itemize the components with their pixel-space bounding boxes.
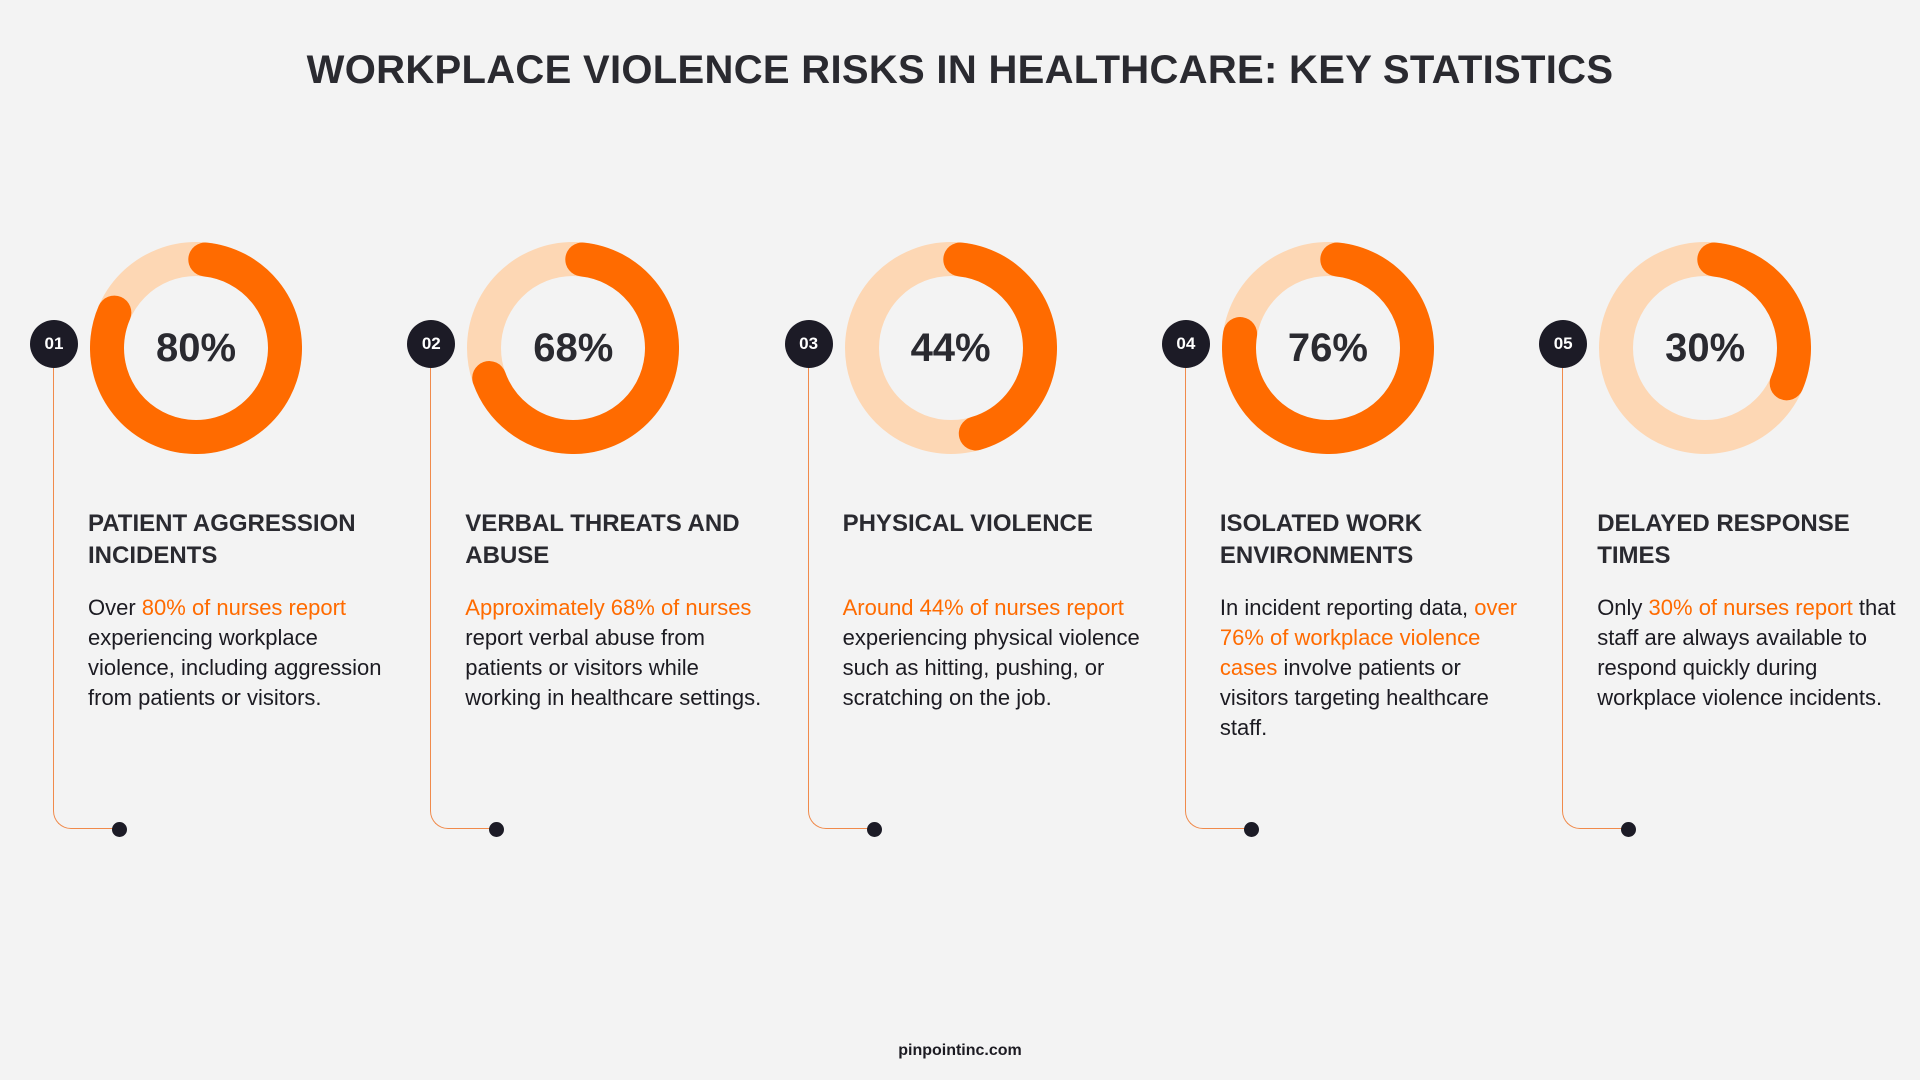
donut-chart (844, 242, 1057, 454)
page-title: WORKPLACE VIOLENCE RISKS IN HEALTHCARE: … (306, 48, 1614, 92)
percent-label: 44% (910, 325, 991, 370)
stat-card: 03 44% PHYSICAL VIOLENCE Around 44% of n… (755, 0, 1140, 1080)
stat-heading: DELAYED RESPONSE TIMES (1597, 510, 1850, 569)
donut-chart (467, 242, 680, 454)
description-text: Over (88, 595, 142, 620)
description-highlight: Around 44% of nurses report (842, 595, 1124, 620)
description-text: In incident reporting data, (1219, 595, 1475, 620)
timeline-dot (866, 822, 882, 837)
percent-label: 76% (1287, 325, 1368, 370)
donut-chart (90, 242, 302, 454)
timeline-connector (53, 368, 119, 829)
stat-card: 01 80% PATIENT AGGRESSION INCIDENTS Over… (0, 0, 382, 1080)
description-text: that staff are always available to respo… (1597, 595, 1896, 710)
description-text: report verbal abuse from patients or vis… (465, 625, 762, 710)
description-text: experiencing physical violence such as h… (842, 625, 1140, 710)
stat-description: Around 44% of nurses report experiencing… (843, 593, 1143, 713)
description-highlight: 80% of nurses report (141, 595, 347, 620)
step-badge: 02 (407, 320, 456, 368)
description-highlight: 30% of nurses report (1648, 595, 1853, 620)
timeline-connector (807, 368, 874, 829)
timeline-connector (430, 368, 497, 829)
description-text: experiencing workplace violence, includi… (88, 625, 382, 710)
percent-label: 80% (155, 325, 237, 370)
description-highlight: over 76% of workplace violence cases (1219, 595, 1518, 680)
description-highlight: Approximately 68% of nurses (465, 595, 752, 620)
stat-description: Approximately 68% of nurses report verba… (465, 593, 765, 713)
stat-description: In incident reporting data, over 76% of … (1220, 593, 1520, 743)
stat-heading: VERBAL THREATS AND ABUSE (465, 510, 740, 569)
step-badge: 05 (1539, 320, 1588, 368)
timeline-dot (1621, 822, 1637, 837)
stat-description: Only 30% of nurses report that staff are… (1597, 593, 1897, 713)
timeline-dot (112, 822, 127, 837)
step-badge: 01 (30, 320, 78, 368)
percent-label: 30% (1665, 325, 1746, 370)
donut-value-arc (1221, 242, 1434, 454)
step-badge: 03 (784, 320, 833, 368)
donut-chart (1221, 242, 1434, 454)
donut-value-arc (1599, 242, 1812, 454)
step-badge: 04 (1161, 320, 1210, 368)
timeline-connector (1562, 368, 1629, 829)
timeline-dot (489, 822, 505, 837)
stat-card: 05 30% DELAYED RESPONSE TIMES Only 30% o… (1509, 0, 1896, 1080)
donut-value-arc (90, 242, 302, 454)
timeline-dot (1243, 822, 1259, 837)
footer-website: pinpointinc.com (898, 1042, 1022, 1059)
timeline-connector (1184, 368, 1251, 829)
donut-value-arc (844, 242, 1057, 454)
stat-heading: ISOLATED WORK ENVIRONMENTS (1219, 510, 1423, 569)
stat-card: 04 76% ISOLATED WORK ENVIRONMENTS In inc… (1132, 0, 1517, 1080)
stat-heading: PHYSICAL VIOLENCE (842, 510, 1093, 537)
description-text: involve patients or visitors targeting h… (1219, 655, 1489, 740)
donut-value-arc (467, 242, 680, 454)
stat-heading: PATIENT AGGRESSION INCIDENTS (88, 510, 356, 569)
stat-card: 02 68% VERBAL THREATS AND ABUSE Approxim… (377, 0, 761, 1080)
stat-description: Over 80% of nurses report experiencing w… (88, 593, 388, 713)
description-text: Only (1597, 595, 1649, 620)
percent-label: 68% (533, 325, 614, 370)
donut-chart (1599, 242, 1812, 454)
